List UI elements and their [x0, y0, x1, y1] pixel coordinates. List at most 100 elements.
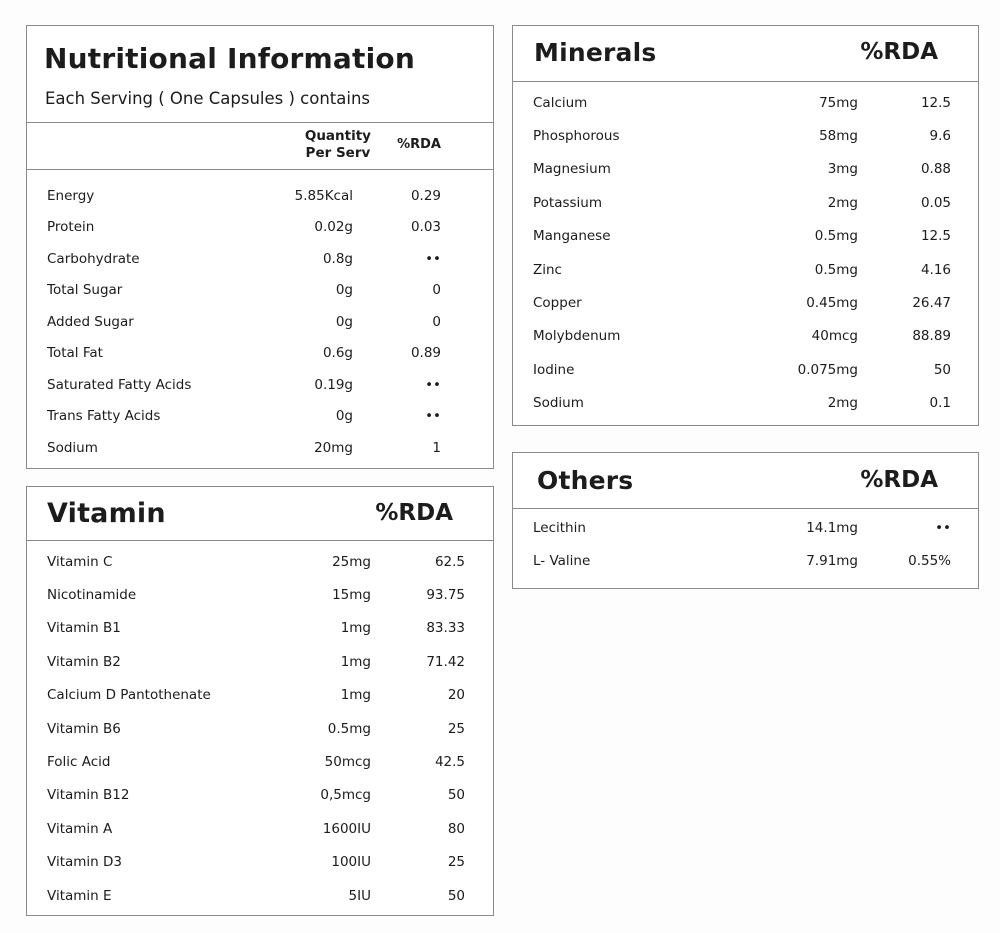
rda-value: 4.16	[920, 261, 951, 278]
vitamin-row: Vitamin C 25mg 62.5	[27, 545, 493, 578]
rda-value: 9.6	[929, 128, 951, 145]
nutritional-row: Energy 5.85Kcal 0.29	[27, 180, 493, 212]
nutritional-information-table: Nutritional Information Each Serving ( O…	[26, 25, 494, 469]
quantity-value: 25mg	[332, 553, 371, 570]
minerals-rows: Calcium 75mg 12.5 Phosphorous 58mg 9.6 Magnesi…	[513, 82, 978, 420]
quantity-value: 5IU	[348, 887, 371, 904]
quantity-value: 0.5mg	[814, 261, 858, 278]
vitamin-table: Vitamin %RDA Vitamin C 25mg 62.5 Nicotinami…	[26, 486, 494, 916]
quantity-value: 0.8g	[322, 250, 353, 267]
nutrient-name: Sodium	[47, 439, 98, 456]
nutrient-name: Calcium D Pantothenate	[47, 687, 211, 704]
quantity-value: 40mcg	[811, 328, 858, 345]
rda-value: 25	[447, 720, 465, 737]
nutritional-subtitle: Each Serving ( One Capsules ) contains	[45, 89, 371, 108]
nutritional-row: Saturated Fatty Acids 0.19g ••	[27, 369, 493, 401]
vitamin-rda-header: %RDA	[375, 500, 453, 526]
quantity-value: 14.1mg	[806, 519, 858, 536]
nutrient-name: Saturated Fatty Acids	[47, 376, 192, 393]
nutrient-name: Manganese	[533, 228, 611, 245]
nutrient-name: Vitamin E	[47, 887, 112, 904]
qty-header-line1: Quantity	[304, 128, 371, 144]
quantity-value: 0.6g	[322, 345, 353, 362]
rda-value: 0	[432, 282, 441, 299]
vitamin-title: Vitamin	[47, 498, 166, 529]
nutrient-name: Iodine	[533, 361, 575, 378]
nutritional-row: Protein 0.02g 0.03	[27, 212, 493, 244]
quantity-value: 0.19g	[314, 376, 353, 393]
nutrient-name: Copper	[533, 295, 582, 312]
rda-value: 1	[432, 439, 441, 456]
nutrient-name: Nicotinamide	[47, 587, 137, 604]
nutrient-name: Vitamin B12	[47, 787, 130, 804]
nutrient-name: Vitamin B6	[47, 720, 121, 737]
minerals-row: Calcium 75mg 12.5	[513, 86, 978, 119]
nutritional-title: Nutritional Information	[44, 42, 415, 75]
nutrient-name: Protein	[47, 219, 95, 236]
others-table: Others %RDA Lecithin 14.1mg •• L- Valine 7.9…	[512, 452, 979, 589]
quantity-value: 0g	[335, 313, 353, 330]
quantity-value: 58mg	[819, 128, 858, 145]
minerals-title: Minerals	[534, 38, 657, 67]
quantity-value: 15mg	[332, 587, 371, 604]
quantity-value: 1600IU	[322, 820, 371, 837]
rda-value: 88.89	[912, 328, 951, 345]
rda-value: 80	[447, 820, 465, 837]
nutritional-row: Total Fat 0.6g 0.89	[27, 338, 493, 370]
rda-value: ••	[425, 250, 441, 267]
rda-value: 0	[432, 313, 441, 330]
nutritional-rows: Energy 5.85Kcal 0.29 Protein 0.02g 0.03 Carboh…	[27, 170, 493, 464]
vitamin-row: Folic Acid 50mcg 42.5	[27, 745, 493, 778]
minerals-row: Iodine 0.075mg 50	[513, 353, 978, 386]
nutrient-name: Vitamin D3	[47, 854, 122, 871]
rda-value: 12.5	[920, 94, 951, 111]
nutrient-name: Lecithin	[533, 519, 586, 536]
quantity-value: 0.075mg	[797, 361, 858, 378]
column-header-row: Quantity Per Serv %RDA	[27, 123, 493, 170]
rda-value: 0.03	[410, 219, 441, 236]
vitamin-row: Calcium D Pantothenate 1mg 20	[27, 679, 493, 712]
minerals-row: Manganese 0.5mg 12.5	[513, 220, 978, 253]
quantity-value: 1mg	[340, 620, 371, 637]
quantity-value: 1mg	[340, 687, 371, 704]
vitamin-row: Nicotinamide 15mg 93.75	[27, 578, 493, 611]
rda-value: 0.55%	[908, 552, 951, 569]
quantity-value: 0.02g	[314, 219, 353, 236]
rda-value: 83.33	[426, 620, 465, 637]
others-row: Lecithin 14.1mg ••	[513, 511, 978, 544]
nutritional-header: Nutritional Information Each Serving ( O…	[27, 26, 493, 123]
rda-value: 50	[933, 361, 951, 378]
nutrient-name: Vitamin B1	[47, 620, 121, 637]
nutrient-name: L- Valine	[533, 552, 591, 569]
rda-value: 0.88	[920, 161, 951, 178]
nutrient-name: Magnesium	[533, 161, 611, 178]
minerals-row: Molybdenum 40mcg 88.89	[513, 320, 978, 353]
minerals-row: Zinc 0.5mg 4.16	[513, 253, 978, 286]
quantity-value: 0,5mcg	[320, 787, 371, 804]
quantity-value: 100IU	[331, 854, 371, 871]
nutrient-name: Folic Acid	[47, 754, 111, 771]
rda-value: 20	[447, 687, 465, 704]
minerals-row: Potassium 2mg 0.05	[513, 186, 978, 219]
nutrient-name: Vitamin C	[47, 553, 113, 570]
rda-value: ••	[935, 519, 951, 536]
quantity-value: 1mg	[340, 653, 371, 670]
rda-value: 0.29	[410, 187, 441, 204]
nutrient-name: Carbohydrate	[47, 250, 140, 267]
minerals-row: Magnesium 3mg 0.88	[513, 153, 978, 186]
others-row: L- Valine 7.91mg 0.55%	[513, 544, 978, 577]
rda-column-header: %RDA	[397, 137, 441, 152]
nutrient-name: Vitamin A	[47, 820, 113, 837]
quantity-value: 20mg	[314, 439, 353, 456]
quantity-value: 75mg	[819, 94, 858, 111]
vitamin-row: Vitamin D3 100IU 25	[27, 846, 493, 879]
vitamin-row: Vitamin B12 0,5mcg 50	[27, 779, 493, 812]
nutritional-row: Carbohydrate 0.8g ••	[27, 243, 493, 275]
minerals-rda-header: %RDA	[860, 39, 938, 65]
vitamin-rows: Vitamin C 25mg 62.5 Nicotinamide 15mg 93.75 Vi…	[27, 541, 493, 912]
nutrient-name: Sodium	[533, 395, 584, 412]
rda-value: ••	[425, 408, 441, 425]
quantity-value: 0g	[335, 408, 353, 425]
quantity-value: 7.91mg	[806, 552, 858, 569]
quantity-value: 0g	[335, 282, 353, 299]
